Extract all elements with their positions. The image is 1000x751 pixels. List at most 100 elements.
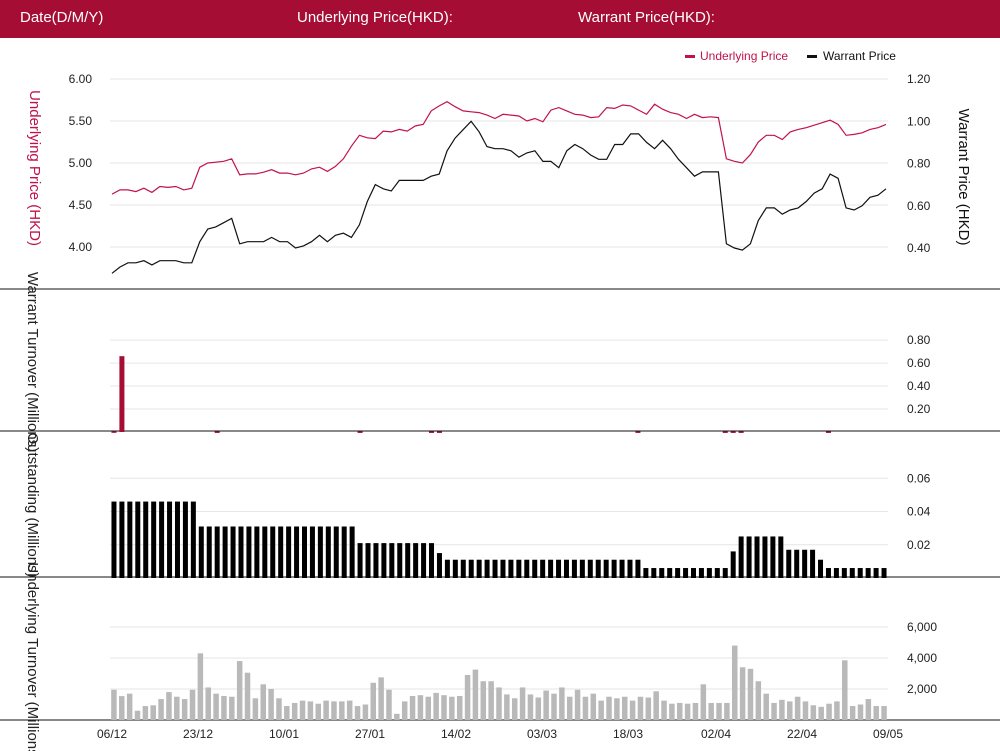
underlying-turnover-bar — [126, 693, 133, 720]
outstanding-bar — [857, 568, 863, 578]
outstanding-bar — [818, 559, 824, 578]
outstanding-bar — [421, 543, 427, 578]
outstanding-bar — [730, 551, 736, 578]
x-tick-label: 27/01 — [355, 727, 385, 741]
outstanding-bar — [222, 526, 228, 578]
outstanding-bar — [381, 543, 387, 578]
warrant-turnover-bar — [436, 431, 442, 433]
outstanding-bar — [254, 526, 260, 578]
underlying-turnover-bar — [464, 675, 471, 720]
y-right-tick-label: 0.80 — [907, 157, 931, 171]
outstanding-bar — [135, 501, 141, 578]
y-axis-title: Warrant Turnover (Millions) — [24, 272, 41, 452]
outstanding-bar — [325, 526, 331, 578]
outstanding-bar — [587, 559, 593, 578]
underlying-turnover-bar — [205, 687, 211, 720]
warrant-turnover-bar — [738, 431, 744, 433]
outstanding-bar — [571, 559, 577, 578]
underlying-turnover-bar — [669, 703, 675, 720]
underlying-turnover-bar — [315, 703, 322, 720]
underlying-turnover-bar — [519, 687, 526, 720]
underlying-turnover-bar — [134, 710, 141, 720]
underlying-turnover-bar — [826, 703, 832, 720]
outstanding-bar — [341, 526, 347, 578]
outstanding-bar — [873, 568, 879, 578]
legend-warrant-label: Warrant Price — [823, 49, 896, 63]
outstanding-bar — [119, 501, 125, 578]
underlying-turnover-bar — [590, 693, 597, 720]
y-right-tick-label: 0.40 — [907, 241, 931, 255]
underlying-turnover-bar — [621, 696, 628, 720]
outstanding-bar — [413, 543, 419, 578]
underlying-turnover-bar — [676, 702, 683, 720]
underlying-turnover-bar — [331, 701, 337, 720]
outstanding-bar — [429, 543, 435, 578]
outstanding-bar — [738, 536, 744, 578]
y-left-axis-title: Underlying Price (HKD) — [26, 90, 43, 246]
underlying-turnover-bar — [472, 669, 479, 720]
y-tick-label: 6,000 — [907, 620, 937, 634]
x-tick-label: 23/12 — [183, 727, 213, 741]
header-bar: Date(D/M/Y) Underlying Price(HKD): Warra… — [0, 0, 1000, 38]
date-label: Date(D/M/Y) — [20, 9, 104, 26]
outstanding-bar — [468, 559, 474, 578]
outstanding-bar — [786, 549, 792, 578]
underlying-turnover-bar — [111, 689, 117, 720]
underlying-turnover-bar — [221, 695, 227, 720]
outstanding-bar — [603, 559, 609, 578]
outstanding-bar — [865, 568, 871, 578]
outstanding-bar — [151, 501, 157, 578]
warrant-turnover-bar — [214, 431, 220, 433]
underlying-turnover-bar — [229, 696, 235, 720]
y-tick-label: 0.06 — [907, 471, 931, 485]
warrant-chart: 6.00 5.50 5.00 4.50 4.00 1.20 1.00 0.80 0.60 0.40… — [0, 49, 1000, 751]
outstanding-bar — [286, 526, 292, 578]
outstanding-bar — [302, 526, 307, 578]
underlying-turnover-bar — [244, 672, 251, 720]
outstanding-bar — [174, 501, 180, 578]
warrant-turnover-bar — [825, 431, 831, 433]
warrant-price-line — [111, 120, 887, 274]
outstanding-bar — [841, 568, 847, 578]
warrant-turnover-bar — [357, 431, 363, 433]
y-tick-label: 4,000 — [907, 651, 937, 665]
underlying-turnover-bar — [236, 661, 243, 720]
underlying-turnover-bar — [527, 694, 534, 720]
y-tick-label: 0.20 — [907, 402, 931, 416]
underlying-turnover-bar — [842, 660, 848, 720]
outstanding-bar — [635, 559, 641, 578]
underlying-turnover-bar — [362, 704, 369, 720]
underlying-turnover-bar — [291, 702, 298, 720]
outstanding-bar — [754, 536, 760, 578]
outstanding-bar — [849, 568, 855, 578]
x-tick-label: 09/05 — [873, 727, 903, 741]
outstanding-bar — [262, 526, 268, 578]
y-right-axis-title: Warrant Price (HKD) — [955, 109, 972, 246]
y-right-tick-label: 1.00 — [907, 114, 931, 128]
outstanding-bar — [714, 568, 720, 578]
outstanding-bar — [357, 543, 363, 578]
underlying-turnover-bar — [739, 667, 746, 720]
outstanding-bar — [182, 501, 188, 578]
outstanding-bar — [317, 526, 323, 578]
underlying-turnover-bar — [700, 684, 707, 720]
outstanding-bar — [619, 559, 625, 578]
outstanding-bar — [778, 536, 784, 578]
underlying-turnover-bar — [174, 696, 180, 720]
underlying-turnover-bar — [449, 696, 455, 720]
y-tick-label: 0.02 — [907, 538, 931, 552]
legend-underlying-swatch — [685, 55, 695, 58]
outstanding-bar — [698, 568, 704, 578]
underlying-turnover-bar — [873, 706, 879, 720]
underlying-turnover-bar — [511, 698, 518, 720]
outstanding-bar — [643, 568, 649, 578]
outstanding-bar — [579, 559, 585, 578]
underlying-turnover-bar — [747, 668, 754, 720]
outstanding-bar — [349, 526, 355, 578]
underlying-turnover-bar — [566, 696, 573, 720]
underlying-turnover-bar — [535, 697, 542, 720]
underlying-turnover-bar — [818, 706, 824, 720]
underlying-turnover-bar — [394, 713, 400, 720]
underlying-turnover-bar — [834, 701, 840, 720]
underlying-turnover-bar — [794, 696, 801, 720]
